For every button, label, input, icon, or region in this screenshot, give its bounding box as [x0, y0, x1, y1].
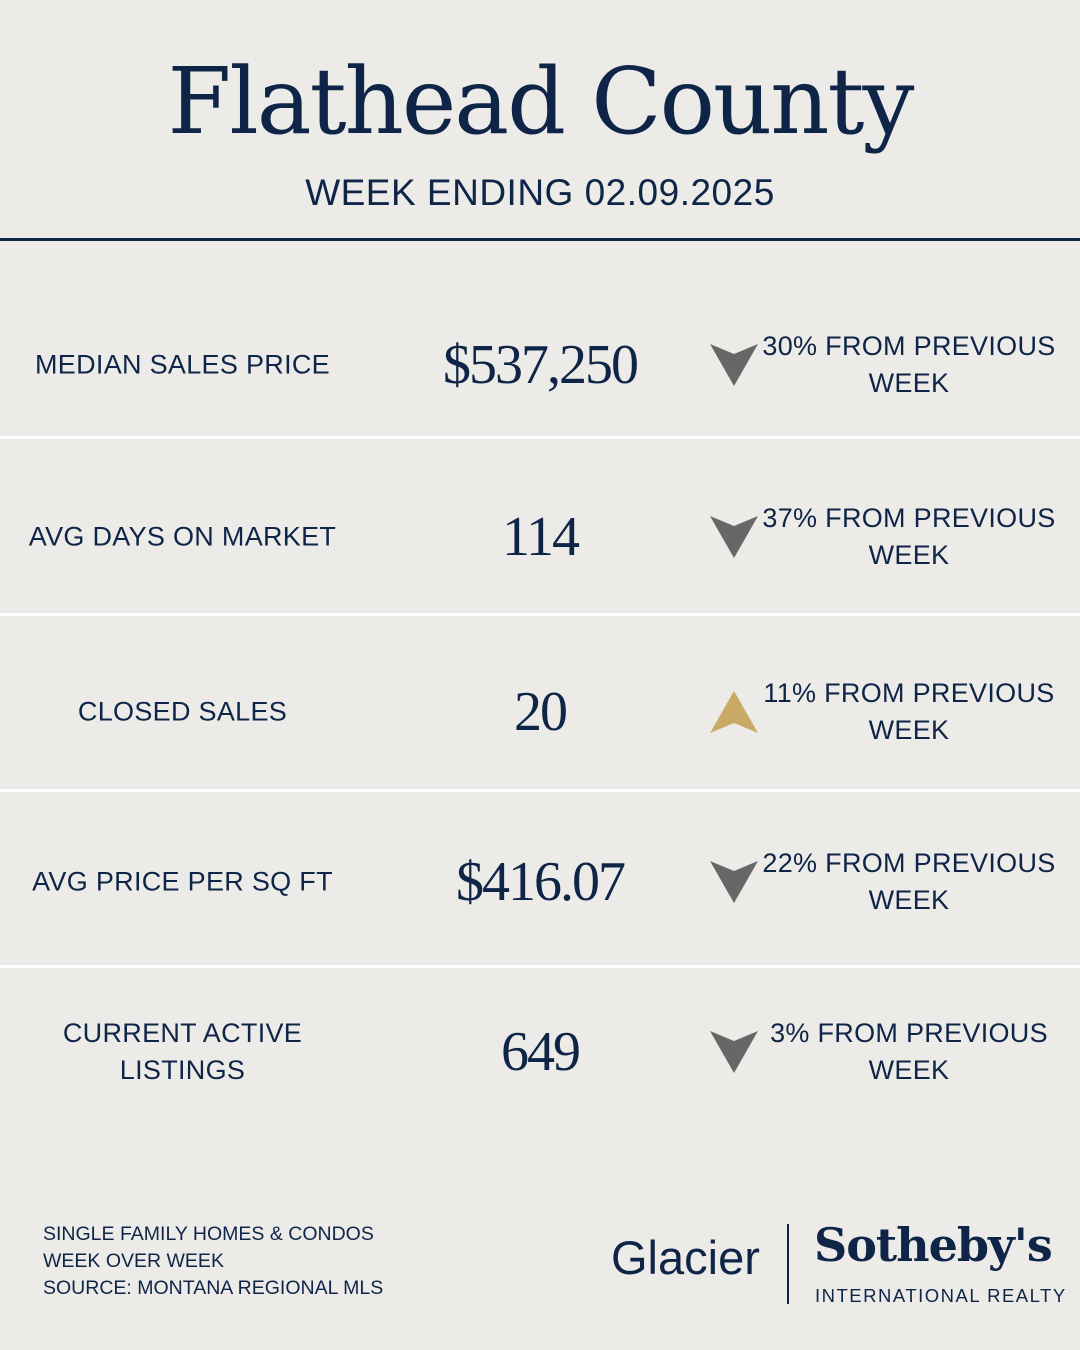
row-divider: [0, 789, 1080, 792]
metric-change: 30% FROM PREVIOUS WEEK: [762, 331, 1056, 398]
arrow-down-icon: [710, 516, 758, 558]
metric-value: 114: [502, 506, 580, 568]
metric-row: CURRENT ACTIVE LISTINGS 649 3% FROM PREV…: [0, 967, 1080, 1137]
metric-label: CURRENT ACTIVE LISTINGS: [62, 1018, 303, 1085]
arrow-up-icon: [710, 691, 758, 733]
logo-sothebys: Sotheby's: [814, 1218, 1053, 1272]
metric-change: 3% FROM PREVIOUS WEEK: [770, 1018, 1048, 1085]
metric-label: AVG PRICE PER SQ FT: [32, 866, 333, 897]
row-divider: [0, 965, 1080, 968]
page-title: Flathead County: [167, 48, 915, 155]
metric-row: MEDIAN SALES PRICE $537,250 30% FROM PRE…: [0, 280, 1080, 450]
footer-note: SINGLE FAMILY HOMES & CONDOS: [43, 1223, 374, 1245]
arrow-down-icon: [710, 861, 758, 903]
metric-change: 22% FROM PREVIOUS WEEK: [762, 848, 1056, 915]
footer-note: WEEK OVER WEEK: [43, 1250, 224, 1272]
footer-note: SOURCE: MONTANA REGIONAL MLS: [43, 1277, 384, 1299]
footer-notes: SINGLE FAMILY HOMES & CONDOS WEEK OVER W…: [43, 1221, 383, 1302]
week-ending-subtitle: WEEK ENDING 02.09.2025: [305, 172, 775, 213]
logo-divider: [787, 1224, 789, 1304]
metric-change: 37% FROM PREVIOUS WEEK: [762, 503, 1056, 570]
arrow-down-icon: [710, 344, 758, 386]
metric-label: AVG DAYS ON MARKET: [28, 521, 337, 552]
metric-row: AVG PRICE PER SQ FT $416.07 22% FROM PRE…: [0, 797, 1080, 967]
metric-label: MEDIAN SALES PRICE: [35, 349, 330, 380]
metric-row: AVG DAYS ON MARKET 114 37% FROM PREVIOUS…: [0, 452, 1080, 622]
metric-value: $416.07: [456, 851, 626, 913]
header-divider: [0, 238, 1080, 241]
metric-change: 11% FROM PREVIOUS WEEK: [763, 678, 1055, 745]
metric-row: CLOSED SALES 20 11% FROM PREVIOUS WEEK: [0, 627, 1080, 797]
metric-value: 20: [514, 681, 568, 743]
metric-value: 649: [501, 1021, 581, 1083]
logo-tagline: INTERNATIONAL REALTY: [815, 1285, 1067, 1306]
logo-glacier: Glacier: [611, 1231, 760, 1284]
metric-label: CLOSED SALES: [77, 696, 288, 727]
arrow-down-icon: [710, 1031, 758, 1073]
metric-value: $537,250: [443, 334, 639, 396]
row-divider: [0, 436, 1080, 439]
row-divider: [0, 613, 1080, 616]
